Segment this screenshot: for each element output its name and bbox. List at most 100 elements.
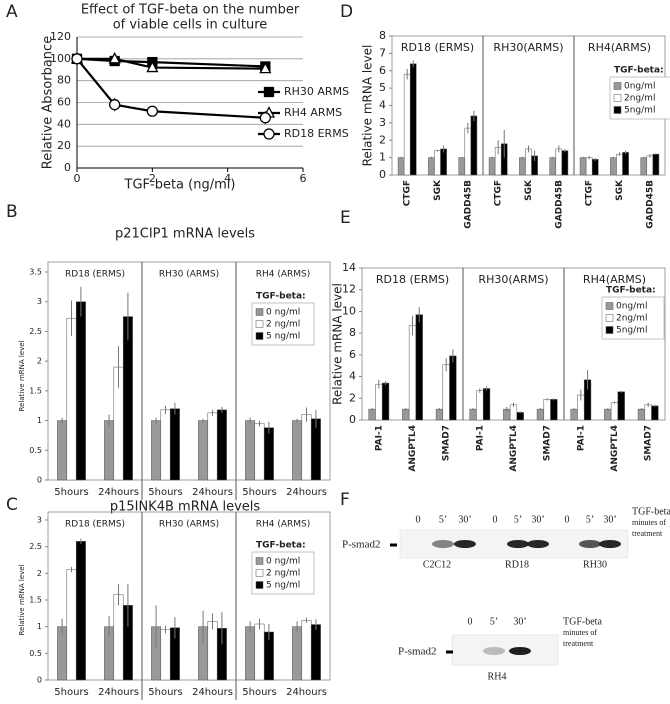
bar — [469, 408, 477, 421]
x-tick-label: SMAD7 — [442, 425, 452, 461]
legend-swatch — [605, 314, 614, 322]
lane-label: 0 — [493, 514, 498, 525]
x-tick-label: CTGF — [494, 180, 504, 206]
legend-label: RH30 ARMS — [284, 85, 349, 98]
bar — [409, 63, 417, 176]
marker — [108, 51, 121, 64]
bar — [536, 408, 545, 421]
bar — [75, 301, 86, 481]
x-tick-label: 0 — [74, 172, 81, 185]
bar — [476, 390, 484, 421]
bar — [435, 408, 444, 421]
legend-label: 2ng/ml — [616, 314, 647, 324]
bar — [651, 405, 659, 421]
bar — [585, 157, 593, 176]
bar — [368, 408, 376, 421]
group-label: RH4 (ARMS) — [256, 520, 311, 530]
x-tick-label: GADD45B — [554, 180, 564, 229]
blot-marker — [390, 543, 397, 547]
group-label: RH30(ARMS) — [478, 273, 548, 286]
bar — [434, 150, 441, 176]
bar — [254, 623, 265, 681]
x-axis-label: TGF-beta (ng/ml) — [124, 178, 236, 193]
marker — [259, 61, 272, 74]
bar — [66, 318, 77, 481]
bar — [646, 155, 654, 176]
bar — [301, 620, 312, 681]
x-tick-label: SGK — [524, 179, 534, 201]
series-line — [76, 58, 266, 119]
legend-swatch — [255, 320, 264, 328]
series-line — [76, 57, 266, 68]
lane-label: 5’ — [586, 514, 594, 525]
x-tick-label: ANGPTL4 — [408, 425, 418, 472]
legend-swatch — [255, 332, 264, 340]
group-label: RH4(ARMS) — [583, 273, 646, 286]
panel-label: A — [6, 2, 18, 22]
y-tick-label: 0.5 — [29, 649, 42, 658]
bar — [104, 420, 115, 481]
legend-label: RH4 ARMS — [284, 106, 342, 119]
chart-title: Effect of TGF-beta on the number — [81, 3, 300, 18]
y-tick-label: 0.5 — [29, 446, 42, 455]
treatment-label: minutes of — [632, 518, 666, 527]
blot-band — [432, 540, 454, 548]
bar — [458, 157, 466, 176]
y-tick-label: 3 — [379, 116, 386, 129]
cell-line-label: RH4 — [488, 671, 507, 682]
y-tick-label: 10 — [342, 304, 356, 317]
bar — [543, 399, 551, 421]
cell-line-label: RH30 — [583, 559, 607, 570]
y-tick-label: 14 — [342, 261, 356, 274]
y-tick-label: 4 — [349, 370, 356, 383]
bar — [464, 127, 472, 176]
plot-frame — [47, 511, 331, 681]
bar — [408, 325, 417, 421]
y-tick-label: 40 — [57, 117, 71, 130]
group-label: RH4(ARMS) — [588, 41, 651, 54]
blot-marker — [446, 650, 453, 654]
bar — [488, 157, 496, 176]
bar — [591, 159, 599, 176]
lane-label: 30’ — [458, 514, 471, 525]
y-tick-label: 60 — [57, 96, 71, 109]
y-tick-label: 7 — [379, 46, 386, 59]
y-tick-label: 8 — [379, 29, 386, 42]
bar — [509, 404, 518, 421]
marker — [263, 128, 275, 140]
legend-swatch — [605, 302, 614, 310]
bar — [216, 409, 227, 481]
bar — [310, 624, 321, 681]
x-tick-label: 24hours — [192, 687, 233, 698]
cell-line-label: C2C12 — [423, 559, 451, 570]
x-tick-label: GADD45B — [645, 180, 655, 229]
bar — [254, 423, 265, 481]
y-tick-label: 2 — [37, 569, 42, 578]
x-tick-label: ANGPTL4 — [509, 425, 519, 472]
x-tick-label: PAI-1 — [576, 425, 586, 451]
legend-swatch — [613, 106, 622, 114]
bar — [652, 153, 660, 176]
group-label: RD18 (ERMS) — [376, 273, 449, 286]
panel-label: D — [340, 2, 353, 22]
x-tick-label: CTGF — [403, 180, 413, 206]
bar — [440, 148, 447, 176]
bar — [310, 418, 321, 481]
legend-title: TGF-beta: — [256, 292, 306, 302]
y-tick-label: 3.5 — [29, 268, 42, 277]
lane-label: 0 — [468, 616, 473, 627]
panel-label: E — [340, 208, 351, 228]
treatment-label: TGF-beta — [563, 616, 602, 627]
x-tick-label: GADD45B — [463, 180, 473, 229]
y-tick-label: 120 — [50, 30, 71, 43]
y-tick-label: 12 — [342, 283, 356, 296]
bar — [610, 402, 619, 421]
legend-swatch — [255, 569, 264, 577]
bar — [245, 420, 256, 481]
lane-label: 5’ — [439, 514, 447, 525]
legend-label: 0ng/ml — [624, 82, 655, 92]
y-tick-label: 100 — [50, 52, 71, 65]
blot-band — [507, 540, 529, 548]
legend-label: 0 ng/ml — [266, 308, 300, 318]
bar — [57, 420, 68, 481]
